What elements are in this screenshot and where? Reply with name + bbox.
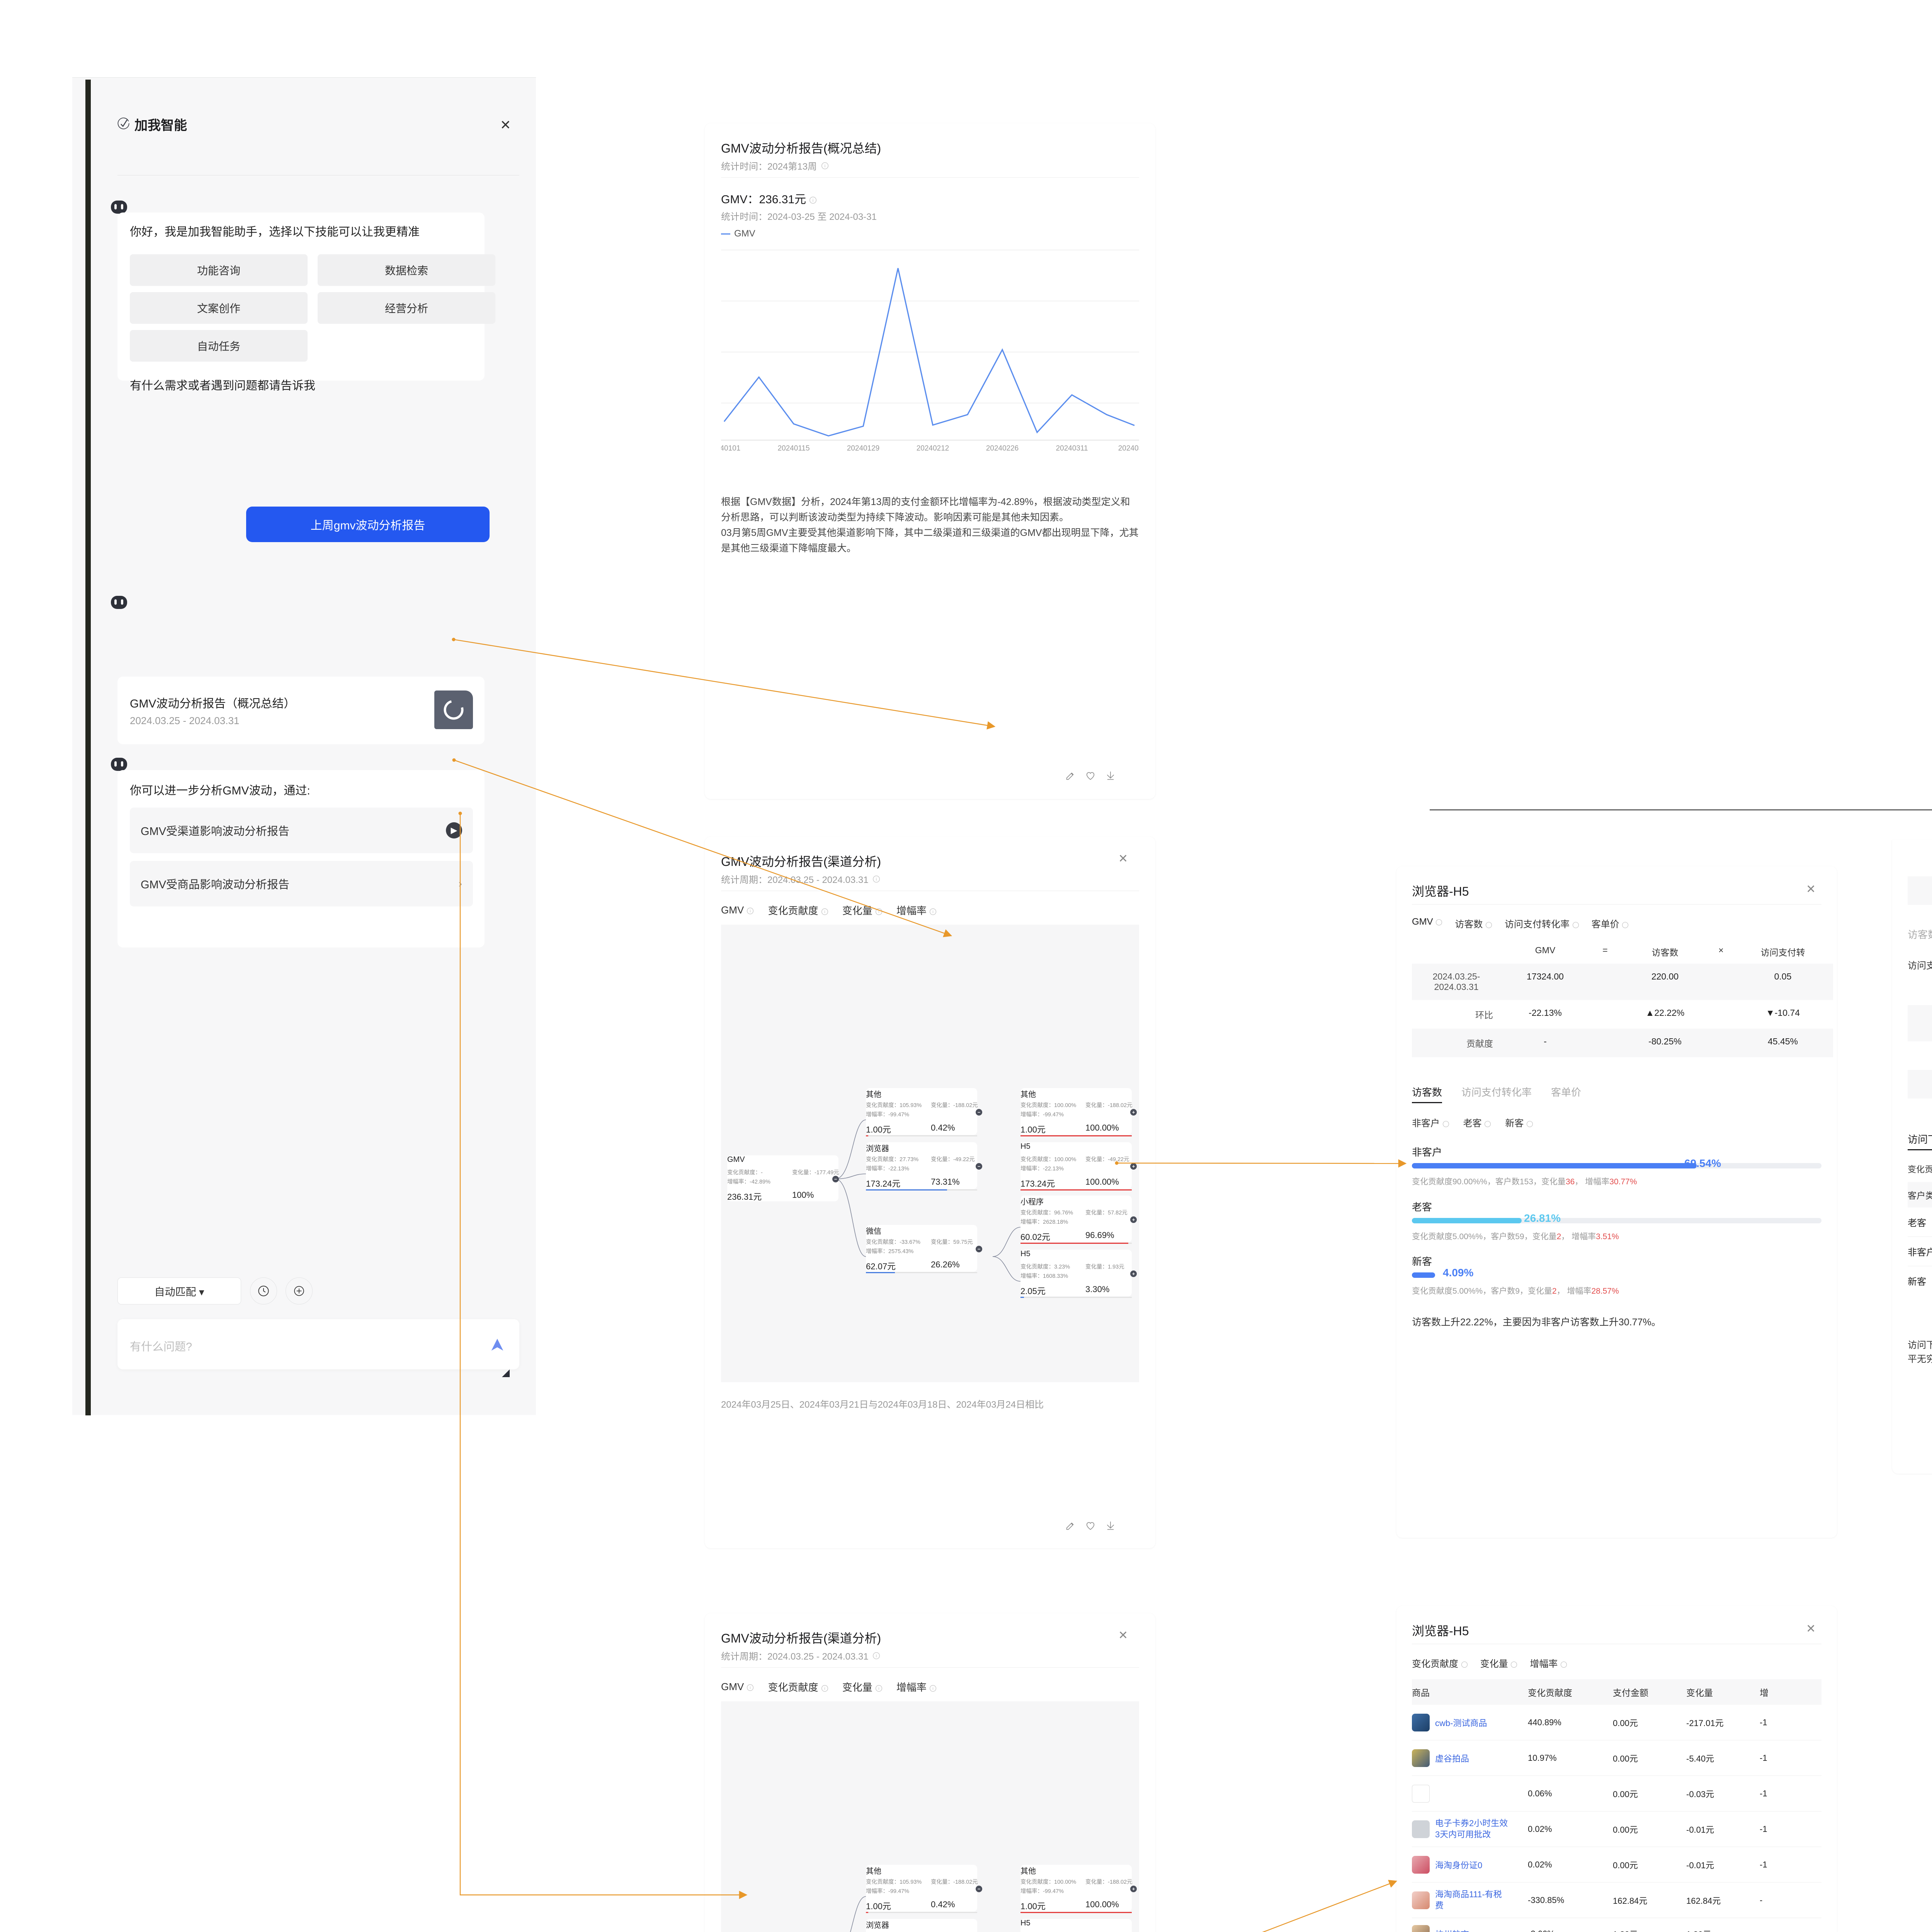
svg-text:i: i [933,1687,934,1691]
svg-text:20240226: 20240226 [986,444,1019,452]
svg-text:20240311: 20240311 [1056,444,1088,452]
svg-text:20240129: 20240129 [847,444,880,452]
svg-text:20240212: 20240212 [917,444,949,452]
svg-text:20240115: 20240115 [777,444,810,452]
svg-text:i: i [750,1686,751,1690]
svg-text:i: i [876,877,877,881]
svg-text:20240101: 20240101 [721,444,740,452]
svg-text:i: i [878,1687,879,1691]
svg-text:20240325: 20240325 [1118,444,1139,452]
svg-text:i: i [824,910,825,914]
svg-text:i: i [750,909,751,913]
svg-text:i: i [878,910,879,914]
svg-text:i: i [933,910,934,914]
svg-text:i: i [824,1687,825,1691]
svg-text:i: i [876,1653,877,1658]
